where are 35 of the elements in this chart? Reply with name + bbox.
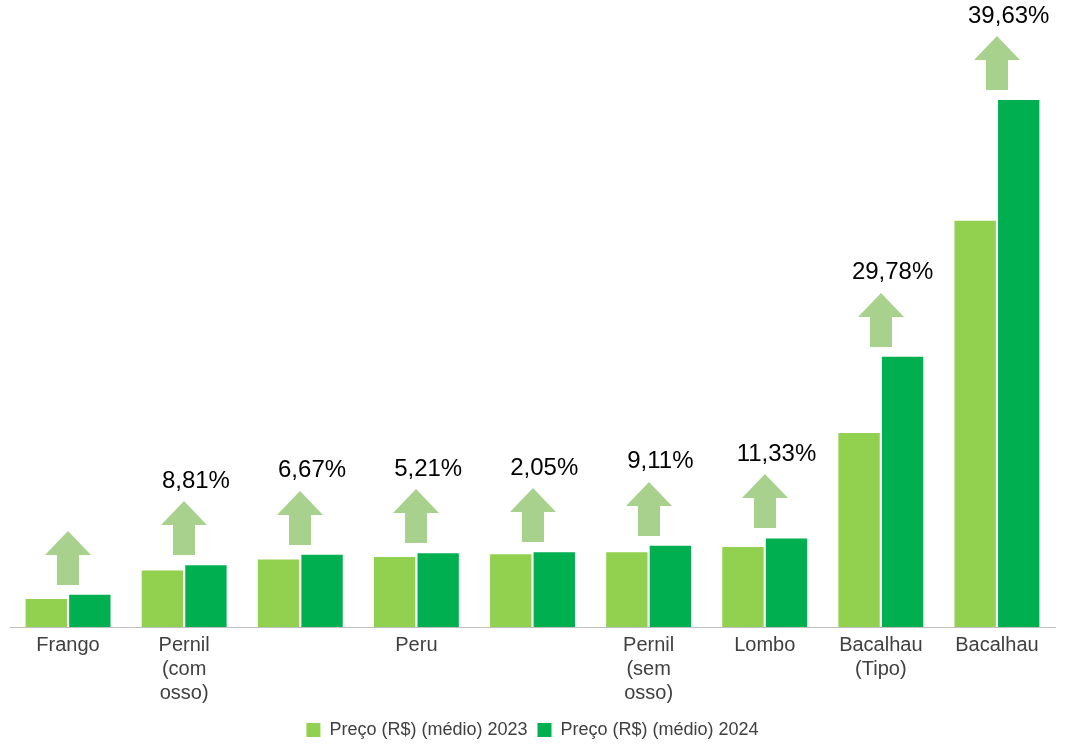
bar <box>69 594 111 627</box>
bar <box>257 559 300 627</box>
annotation: 9,11% <box>627 446 694 474</box>
bar <box>954 220 996 627</box>
bar <box>533 552 575 627</box>
bar <box>490 554 532 627</box>
bar <box>998 100 1040 627</box>
legend-label: Preço (R$) (médio) 2024 <box>560 718 759 739</box>
text: 39,63% <box>968 0 1050 28</box>
annotation: 5,21% <box>394 453 463 481</box>
bar <box>881 356 924 627</box>
annotation: 6,67% <box>278 455 347 483</box>
annotation: 29,78% <box>851 257 934 285</box>
x-tick-label: Peru <box>395 632 438 655</box>
bar <box>25 599 67 627</box>
legend-label: Preço (R$) (médio) 2023 <box>329 718 528 739</box>
bar <box>606 552 648 627</box>
bar <box>185 565 227 627</box>
bar <box>765 538 808 627</box>
bar <box>141 570 184 627</box>
x-tick-label: Frango <box>36 632 100 655</box>
bar <box>373 556 416 627</box>
x-tick-label: Lombo <box>734 632 796 655</box>
x-tick-label: Bacalhau (Tipo) <box>839 632 923 679</box>
x-tick-label: Bacalhau <box>955 632 1039 655</box>
bar <box>649 545 692 627</box>
annotation: 2,05% <box>510 452 579 480</box>
bar <box>417 553 459 627</box>
bar <box>838 433 880 627</box>
bar <box>301 554 343 627</box>
x-tick-label: Pernil (com osso) <box>158 632 210 703</box>
x-tick-label: Pernil (sem osso) <box>623 632 675 703</box>
annotation: 8,81% <box>161 465 230 493</box>
annotation: 11,33% <box>736 439 817 467</box>
bar <box>722 546 764 627</box>
